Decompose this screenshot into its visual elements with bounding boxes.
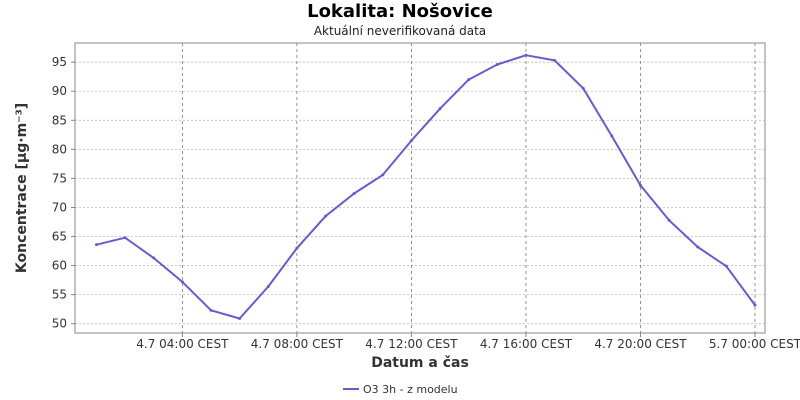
data-point bbox=[753, 303, 757, 307]
y-tick-label: 95 bbox=[52, 55, 67, 69]
chart-title: Lokalita: Nošovice bbox=[307, 1, 493, 22]
x-tick-label: 4.7 12:00 CEST bbox=[365, 337, 458, 351]
data-point bbox=[324, 214, 328, 218]
chart-subtitle: Aktuální neverifikovaná data bbox=[313, 24, 487, 38]
plot-area bbox=[74, 42, 766, 334]
y-axis-title: Koncentrace [µg·m⁻³] bbox=[14, 103, 30, 273]
x-axis-title: Datum a čas bbox=[371, 355, 469, 371]
series-layer bbox=[94, 53, 757, 320]
data-point bbox=[123, 236, 127, 240]
data-point bbox=[467, 78, 471, 82]
data-point bbox=[266, 285, 270, 289]
x-tick-label: 4.7 16:00 CEST bbox=[480, 337, 573, 351]
x-tick-label: 4.7 04:00 CEST bbox=[136, 337, 229, 351]
data-point bbox=[638, 183, 642, 187]
y-tick-label: 90 bbox=[52, 84, 67, 98]
data-point bbox=[238, 316, 242, 320]
data-point bbox=[438, 107, 442, 111]
y-tick-label: 55 bbox=[52, 288, 67, 302]
legend-label-o3: O3 3h - z modelu bbox=[363, 383, 458, 396]
axis-ticks: 50 55 60 65 70 75 80 85 90 95 4.7 04:00 CEST 4.7 08… bbox=[52, 55, 800, 351]
y-tick-label: 60 bbox=[52, 259, 67, 273]
y-tick-label: 50 bbox=[52, 317, 67, 331]
x-tick-label: 4.7 08:00 CEST bbox=[251, 337, 344, 351]
data-point bbox=[724, 264, 728, 268]
data-point bbox=[553, 58, 557, 62]
data-point bbox=[581, 86, 585, 90]
data-point bbox=[610, 134, 614, 138]
data-point bbox=[524, 53, 528, 57]
x-tick-label: 4.7 20:00 CEST bbox=[594, 337, 687, 351]
data-point bbox=[667, 218, 671, 222]
x-tick-label: 5.7 00:00 CEST bbox=[709, 337, 800, 351]
data-point bbox=[180, 280, 184, 284]
legend[interactable]: O3 3h - z modelu bbox=[343, 383, 458, 396]
data-point bbox=[696, 245, 700, 249]
data-point bbox=[381, 173, 385, 177]
data-point bbox=[352, 192, 356, 196]
y-tick-label: 80 bbox=[52, 142, 67, 156]
y-tick-label: 85 bbox=[52, 113, 67, 127]
y-tick-label: 75 bbox=[52, 171, 67, 185]
y-tick-label: 65 bbox=[52, 230, 67, 244]
data-point bbox=[152, 256, 156, 260]
data-point bbox=[94, 243, 98, 247]
data-point bbox=[295, 246, 299, 250]
series-line-o3 bbox=[96, 54, 756, 320]
grid bbox=[75, 43, 765, 333]
data-point bbox=[409, 139, 413, 143]
y-tick-label: 70 bbox=[52, 200, 67, 214]
data-point bbox=[209, 308, 213, 312]
data-point bbox=[495, 63, 499, 67]
